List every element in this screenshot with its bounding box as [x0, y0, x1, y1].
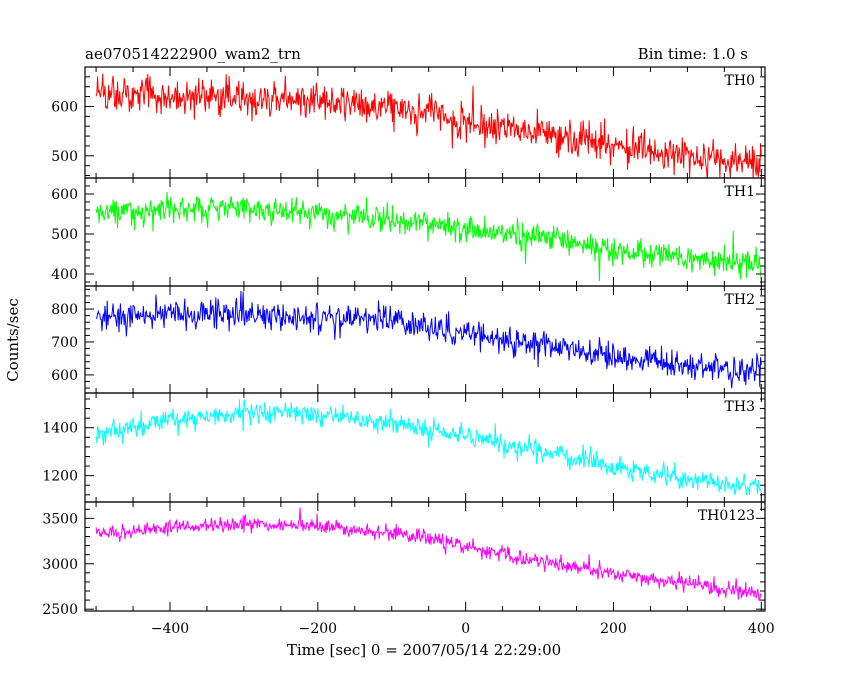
panels: 500 600 TH0 400 500 600 TH1 600 700 800 TH2 1200 140… — [42, 66, 766, 618]
panel-th0: 500 600 TH0 — [51, 66, 766, 179]
series-line-th0123 — [95, 507, 762, 602]
x-axis-label: Time [sec] 0 = 2007/05/14 22:29:00 — [287, 641, 561, 659]
panel-frame — [84, 177, 766, 287]
x-tick-label: −200 — [299, 621, 337, 637]
panel-th3: 1200 1400 TH3 — [42, 392, 766, 503]
x-tick-label: 400 — [748, 621, 775, 637]
series-line-th3 — [95, 399, 762, 496]
panel-th2: 600 700 800 TH2 — [51, 285, 766, 394]
panel-label-th3: TH3 — [725, 399, 755, 415]
x-tick-label: −400 — [151, 621, 189, 637]
panel-label-th0: TH0 — [725, 73, 755, 89]
panel-frame — [84, 501, 766, 612]
y-tick-label: 400 — [51, 267, 78, 283]
y-tick-label: 500 — [51, 149, 78, 165]
plot-title: ae070514222900_wam2_trn — [85, 45, 301, 63]
y-tick-label: 600 — [51, 368, 78, 384]
x-tick-label: 0 — [461, 621, 470, 637]
series-line-th0 — [95, 73, 762, 178]
x-tick-label: 200 — [600, 621, 627, 637]
y-tick-label: 600 — [51, 187, 78, 203]
panel-th0123: 2500 3000 3500 TH0123 — [42, 501, 766, 618]
bin-time-label: Bin time: 1.0 s — [638, 45, 748, 63]
y-tick-label: 2500 — [42, 602, 78, 618]
y-tick-label: 600 — [51, 99, 78, 115]
y-tick-label: 700 — [51, 335, 78, 351]
panel-frame — [84, 392, 766, 503]
panel-frame — [84, 285, 766, 394]
x-axis: −400 −200 0 200 400 — [151, 621, 775, 637]
panel-th1: 400 500 600 TH1 — [51, 177, 766, 287]
series-line-th1 — [95, 191, 762, 281]
y-axis-label: Counts/sec — [4, 298, 22, 382]
series-line-th2 — [95, 290, 762, 389]
y-tick-label: 1200 — [42, 469, 78, 485]
panel-label-th2: TH2 — [725, 292, 755, 308]
y-tick-label: 3000 — [42, 557, 78, 573]
panel-label-th0123: TH0123 — [698, 508, 755, 524]
panel-label-th1: TH1 — [725, 184, 755, 200]
y-tick-label: 800 — [51, 302, 78, 318]
y-tick-label: 3500 — [42, 511, 78, 527]
y-tick-label: 500 — [51, 227, 78, 243]
y-tick-label: 1400 — [42, 421, 78, 437]
